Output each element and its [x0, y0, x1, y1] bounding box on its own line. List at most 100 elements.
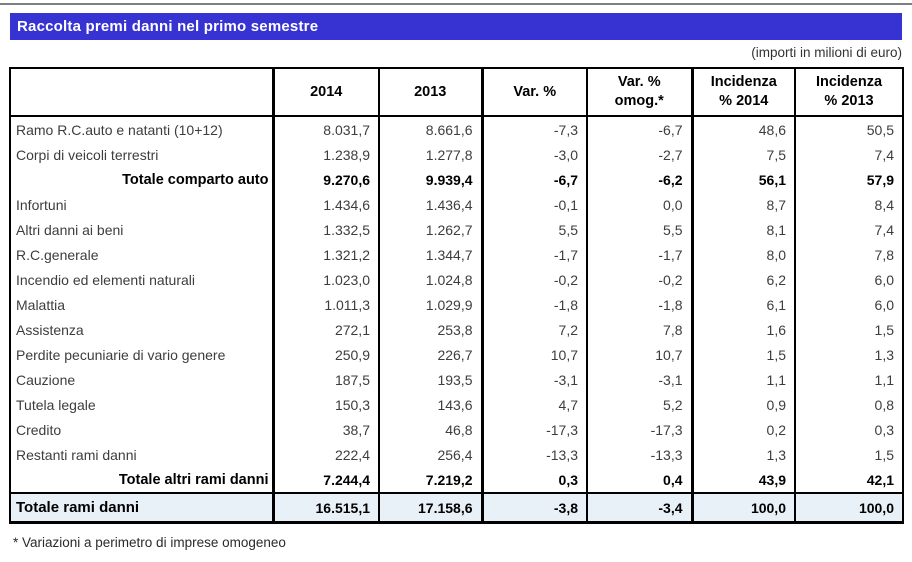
- cell-2013: 46,8: [378, 417, 482, 442]
- page-title: Raccolta premi danni nel primo semestre: [10, 13, 902, 40]
- cell-var-omog: 0,4: [586, 467, 692, 493]
- row-label: Corpi di veicoli terrestri: [16, 146, 159, 163]
- cell-inc2013: 1,5: [794, 442, 903, 467]
- row-label: Totale rami danni: [10, 492, 273, 523]
- cell-inc2013: 6,0: [794, 267, 903, 292]
- cell-var: 7,2: [480, 317, 587, 342]
- cell-var-omog: 10,7: [586, 342, 692, 367]
- cell-2013: 1.344,7: [378, 242, 482, 267]
- cell-2014: 8.031,7: [271, 116, 379, 142]
- cell-2014: 7.244,4: [271, 467, 379, 493]
- table-row: Ramo R.C.auto e natanti (10+12) 8.031,7 …: [10, 116, 903, 142]
- row-label: Cauzione: [16, 371, 76, 388]
- table-row: Altri danni ai beni 1.332,5 1.262,7 5,5 …: [10, 217, 903, 242]
- row-label: Assistenza: [16, 321, 84, 338]
- cell-var: 0,3: [480, 467, 587, 493]
- cell-var-omog: 0,0: [586, 192, 692, 217]
- cell-inc2013: 42,1: [794, 467, 903, 493]
- row-label: Credito: [16, 421, 62, 438]
- cell-2014: 1.332,5: [271, 217, 379, 242]
- header-var-pct: Var. %: [480, 68, 587, 117]
- row-label: R.C.generale: [16, 246, 99, 263]
- cell-inc2014: 1,3: [690, 442, 795, 467]
- table-row: Tutela legale 150,3 143,6 4,7 5,2 0,9 0,…: [10, 392, 903, 417]
- cell-inc2013: 1,1: [794, 367, 903, 392]
- row-label: Totale altri rami danni: [118, 471, 269, 488]
- cell-var-omog: -13,3: [586, 442, 692, 467]
- header-incidenza-2014: Incidenza % 2014: [690, 68, 795, 117]
- premiums-table: 2014 2013 Var. % Var. % omog.* Incidenza…: [9, 67, 904, 524]
- cell-2013: 143,6: [378, 392, 482, 417]
- table-row: Malattia 1.011,3 1.029,9 -1,8 -1,8 6,1 6…: [10, 292, 903, 317]
- row-label: Tutela legale: [16, 396, 96, 413]
- cell-2014: 1.023,0: [271, 267, 379, 292]
- cell-inc2014: 7,5: [690, 142, 795, 167]
- header-branch: [10, 68, 273, 117]
- table-row: Restanti rami danni 222,4 256,4 -13,3 -1…: [10, 442, 903, 467]
- cell-inc2013: 8,4: [794, 192, 903, 217]
- cell-inc2013: 7,4: [794, 142, 903, 167]
- cell-inc2013: 6,0: [794, 292, 903, 317]
- cell-2013: 8.661,6: [378, 116, 482, 142]
- header-row: 2014 2013 Var. % Var. % omog.* Incidenza…: [10, 68, 903, 117]
- cell-var-omog: -17,3: [586, 417, 692, 442]
- cell-var: -13,3: [480, 442, 587, 467]
- table-row: Corpi di veicoli terrestri 1.238,9 1.277…: [10, 142, 903, 167]
- cell-2014: 38,7: [271, 417, 379, 442]
- header-2013: 2013: [378, 68, 482, 117]
- cell-var: 10,7: [480, 342, 587, 367]
- cell-inc2013: 0,8: [794, 392, 903, 417]
- cell-var: -3,1: [480, 367, 587, 392]
- cell-inc2013: 1,5: [794, 317, 903, 342]
- cell-2013: 1.277,8: [378, 142, 482, 167]
- cell-inc2013: 57,9: [794, 167, 903, 192]
- cell-inc2013: 7,4: [794, 217, 903, 242]
- header-incidenza-2013: Incidenza % 2013: [794, 68, 903, 117]
- table-row: Credito 38,7 46,8 -17,3 -17,3 0,2 0,3: [10, 417, 903, 442]
- cell-inc2014: 1,6: [690, 317, 795, 342]
- cell-2014: 1.238,9: [271, 142, 379, 167]
- header-var-pct-omog: Var. % omog.*: [586, 68, 692, 117]
- table-row: Cauzione 187,5 193,5 -3,1 -3,1 1,1 1,1: [10, 367, 903, 392]
- cell-var-omog: 5,2: [586, 392, 692, 417]
- cell-var-omog: -0,2: [586, 267, 692, 292]
- cell-inc2013: 7,8: [794, 242, 903, 267]
- premiums-table-container: 2014 2013 Var. % Var. % omog.* Incidenza…: [9, 67, 904, 524]
- cell-inc2014: 6,2: [690, 267, 795, 292]
- cell-2013: 17.158,6: [378, 492, 482, 523]
- cell-var: -17,3: [480, 417, 587, 442]
- cell-2014: 272,1: [271, 317, 379, 342]
- cell-2013: 1.024,8: [378, 267, 482, 292]
- table-row: R.C.generale 1.321,2 1.344,7 -1,7 -1,7 8…: [10, 242, 903, 267]
- cell-2014: 150,3: [271, 392, 379, 417]
- cell-inc2013: 1,3: [794, 342, 903, 367]
- cell-var: -3,8: [480, 492, 587, 523]
- cell-inc2014: 0,2: [690, 417, 795, 442]
- cell-inc2014: 1,5: [690, 342, 795, 367]
- subtotal-row-auto: Totale comparto auto 9.270,6 9.939,4 -6,…: [10, 167, 903, 192]
- cell-inc2013: 0,3: [794, 417, 903, 442]
- cell-2013: 9.939,4: [378, 167, 482, 192]
- cell-var: 4,7: [480, 392, 587, 417]
- cell-inc2014: 6,1: [690, 292, 795, 317]
- cell-2014: 16.515,1: [271, 492, 379, 523]
- cell-2014: 222,4: [271, 442, 379, 467]
- row-label: Altri danni ai beni: [16, 221, 124, 238]
- cell-var-omog: -6,2: [586, 167, 692, 192]
- row-label: Totale comparto auto: [122, 171, 269, 188]
- cell-var-omog: -1,8: [586, 292, 692, 317]
- cell-var: -0,1: [480, 192, 587, 217]
- cell-2013: 1.262,7: [378, 217, 482, 242]
- cell-var: 5,5: [480, 217, 587, 242]
- cell-inc2014: 8,1: [690, 217, 795, 242]
- cell-2014: 187,5: [271, 367, 379, 392]
- cell-inc2013: 50,5: [794, 116, 903, 142]
- subtotal-row-altri: Totale altri rami danni 7.244,4 7.219,2 …: [10, 467, 903, 493]
- cell-2013: 7.219,2: [378, 467, 482, 493]
- cell-var: -6,7: [480, 167, 587, 192]
- cell-inc2014: 43,9: [690, 467, 795, 493]
- row-label: Infortuni: [16, 196, 67, 213]
- cell-var: -3,0: [480, 142, 587, 167]
- row-label: Ramo R.C.auto e natanti (10+12): [16, 121, 223, 138]
